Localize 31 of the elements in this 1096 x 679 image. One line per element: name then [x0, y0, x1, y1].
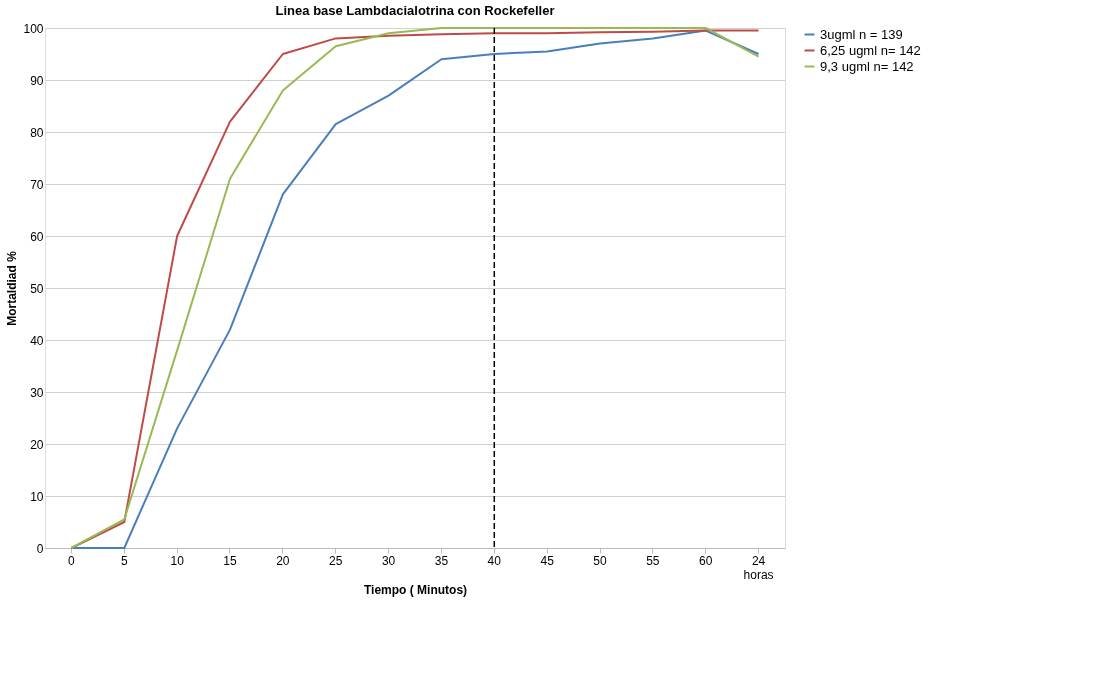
- y-tick-label: 10: [30, 489, 44, 504]
- x-tick-label: 35: [434, 553, 449, 568]
- y-axis-title: Mortaldiad %: [5, 250, 20, 326]
- y-tick-label: 40: [30, 333, 44, 348]
- y-tick-label: 70: [30, 177, 44, 192]
- y-tick-label: 80: [30, 125, 44, 140]
- x-tick-label: 10: [170, 553, 185, 568]
- x-tick-label: 5: [120, 553, 128, 568]
- y-tick-label: 30: [30, 385, 44, 400]
- y-tick-label: 100: [23, 21, 44, 36]
- legend-label: 9,3 ugml n= 142: [820, 58, 914, 74]
- x-tick-label: 20: [276, 553, 290, 568]
- y-tick-label: 60: [30, 229, 44, 244]
- x-tick-label: 24 horas: [743, 553, 774, 582]
- x-tick-label: 45: [540, 553, 555, 568]
- x-tick-label: 60: [699, 553, 713, 568]
- x-tick-label: 25: [329, 553, 343, 568]
- y-tick-label: 0: [36, 541, 44, 556]
- x-tick-label: 40: [487, 553, 502, 568]
- y-tick-label: 20: [30, 437, 44, 452]
- legend-label: 6,25 ugml n= 142: [820, 42, 921, 58]
- x-axis-title: Tiempo ( Minutos): [363, 582, 468, 597]
- x-tick-label: 0: [68, 553, 76, 568]
- y-tick-label: 90: [30, 73, 44, 88]
- x-tick-label: 55: [646, 553, 660, 568]
- legend-label: 3ugml n = 139: [820, 26, 903, 42]
- x-tick-label: 50: [593, 553, 607, 568]
- y-tick-label: 50: [30, 281, 44, 296]
- x-tick-label: 15: [223, 553, 237, 568]
- x-tick-label: 30: [381, 553, 396, 568]
- chart-title: Linea base Lambdacialotrina con Rockefeller: [275, 3, 555, 18]
